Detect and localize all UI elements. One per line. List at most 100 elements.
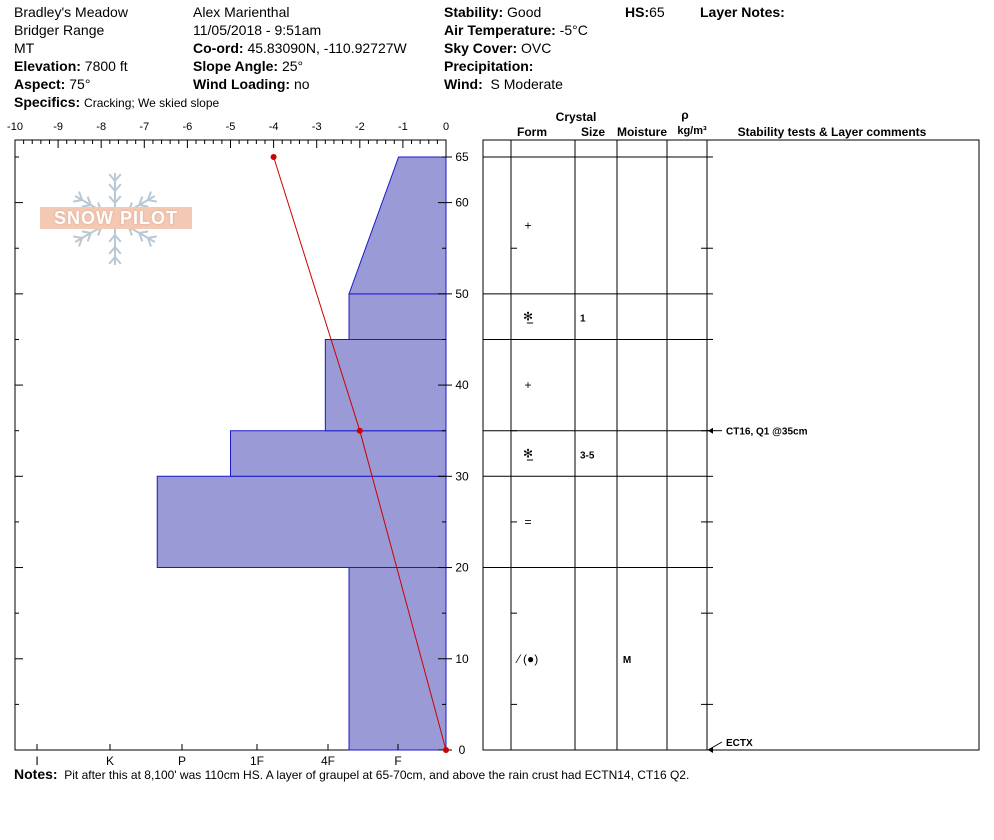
crystal-form: ⁄ (●) <box>515 652 539 666</box>
stability-test-label: ECTX <box>726 738 753 749</box>
aspect-value: 75° <box>69 76 91 92</box>
density-unit-header: kg/m³ <box>677 125 707 137</box>
location-name: Bradley's Meadow <box>14 4 128 20</box>
notes-label: Notes: <box>14 766 58 782</box>
temp-tick-label: 0 <box>443 121 449 133</box>
hardness-bar <box>348 156 447 295</box>
sky-cover-field: Sky Cover: OVC <box>444 39 551 57</box>
hardness-label: F <box>394 754 401 768</box>
hardness-label: P <box>178 754 186 768</box>
stability-label: Stability: <box>444 4 504 20</box>
precip-field: Precipitation: <box>444 57 533 75</box>
layer-notes-field: Layer Notes: <box>700 3 785 21</box>
height-tick-label: 10 <box>455 652 469 666</box>
hs-value: 65 <box>649 4 665 20</box>
height-tick-label: 0 <box>459 743 466 757</box>
coord-value: 45.83090N, -110.92727W <box>247 40 407 56</box>
observer-name: Alex Marienthal <box>193 4 290 20</box>
specifics-field: Specifics: Cracking; We skied slope <box>14 93 219 112</box>
observation-datetime: 11/05/2018 - 9:51am <box>193 22 322 38</box>
hardness-bar <box>230 430 447 477</box>
hardness-label: K <box>106 754 114 768</box>
crystal-form: + <box>524 218 531 232</box>
temperature-point <box>443 747 449 753</box>
layer-notes-label: Layer Notes: <box>700 4 785 20</box>
height-tick-label: 50 <box>455 287 469 301</box>
stability-arrowhead <box>708 747 713 753</box>
temp-tick-label: -1 <box>398 121 408 133</box>
temp-tick-label: -2 <box>355 121 365 133</box>
height-tick-label: 65 <box>455 150 469 164</box>
temp-tick-label: -6 <box>183 121 193 133</box>
wind-loading-label: Wind Loading: <box>193 76 291 92</box>
hardness-bar <box>348 567 447 751</box>
temperature-point <box>356 427 363 434</box>
hs-field: HS:65 <box>625 3 665 21</box>
coord-label: Co-ord: <box>193 40 244 56</box>
moisture-header: Moisture <box>617 125 667 139</box>
wind-loading-field: Wind Loading: no <box>193 75 310 93</box>
crystal-form: ✻̲ <box>523 447 534 461</box>
height-tick-label: 20 <box>455 561 469 575</box>
crystal-form: = <box>524 515 531 529</box>
snowpilot-logo-text: SNOW PILOT <box>40 207 192 229</box>
hardness-label: 1F <box>250 754 264 768</box>
coord-field: Co-ord: 45.83090N, -110.92727W <box>193 39 407 57</box>
temp-tick-label: -8 <box>96 121 106 133</box>
stability-field: Stability: Good <box>444 3 541 21</box>
notes-text: Pit after this at 8,100' was 110cm HS. A… <box>64 768 690 782</box>
height-tick-label: 30 <box>455 469 469 483</box>
crystal-size: 1 <box>580 314 586 325</box>
aspect-label: Aspect: <box>14 76 66 92</box>
wind-field: Wind: S Moderate <box>444 75 563 93</box>
stability-arrowhead <box>708 427 713 434</box>
precip-label: Precipitation: <box>444 58 534 74</box>
stability-header: Stability tests & Layer comments <box>738 125 927 139</box>
elevation-value: 7800 ft <box>84 58 128 74</box>
height-tick-label: 60 <box>455 196 469 210</box>
temp-tick-label: -10 <box>7 121 23 133</box>
air-temp-label: Air Temperature: <box>444 22 556 38</box>
hardness-label: 4F <box>321 754 335 768</box>
air-temp-field: Air Temperature: -5°C <box>444 21 588 39</box>
temperature-point <box>270 154 277 160</box>
hardness-bar <box>348 293 447 340</box>
wind-label: Wind: <box>444 76 483 92</box>
temp-tick-label: -9 <box>53 121 63 133</box>
stability-test-label: CT16, Q1 @35cm <box>726 427 808 438</box>
range-name: Bridger Range <box>14 22 105 38</box>
height-tick-label: 40 <box>455 378 469 392</box>
slope-field: Slope Angle: 25° <box>193 57 303 75</box>
crystal-form: + <box>524 378 531 392</box>
elevation-label: Elevation: <box>14 58 81 74</box>
elevation-field: Elevation: 7800 ft <box>14 57 128 75</box>
size-header: Size <box>581 125 605 139</box>
state-name: MT <box>14 40 35 56</box>
hardness-label: I <box>35 754 38 768</box>
wind-loading-value: no <box>293 76 310 92</box>
wind-value: S Moderate <box>490 76 563 92</box>
temp-tick-label: -4 <box>269 121 279 133</box>
crystal-header: Crystal <box>556 110 597 124</box>
specifics-value: Cracking; We skied slope <box>84 96 220 110</box>
crystal-size: 3-5 <box>580 451 595 462</box>
slope-value: 25° <box>281 58 304 74</box>
notes-field: Notes: Pit after this at 8,100' was 110c… <box>14 766 689 782</box>
temp-tick-label: -3 <box>312 121 322 133</box>
form-header: Form <box>517 125 547 139</box>
hardness-bar <box>324 338 447 432</box>
rho-header: ρ <box>681 108 688 122</box>
slope-label: Slope Angle: <box>193 58 279 74</box>
temp-tick-label: -7 <box>139 121 149 133</box>
specifics-label: Specifics: <box>14 94 81 110</box>
moisture-value: M <box>623 655 631 666</box>
sky-cover-label: Sky Cover: <box>444 40 518 56</box>
sky-cover-value: OVC <box>521 40 552 56</box>
hs-label: HS: <box>625 4 650 20</box>
hardness-bar <box>156 475 447 569</box>
air-temp-value: -5°C <box>559 22 588 38</box>
temp-tick-label: -5 <box>226 121 236 133</box>
aspect-field: Aspect: 75° <box>14 75 90 93</box>
stability-value: Good <box>507 4 542 20</box>
